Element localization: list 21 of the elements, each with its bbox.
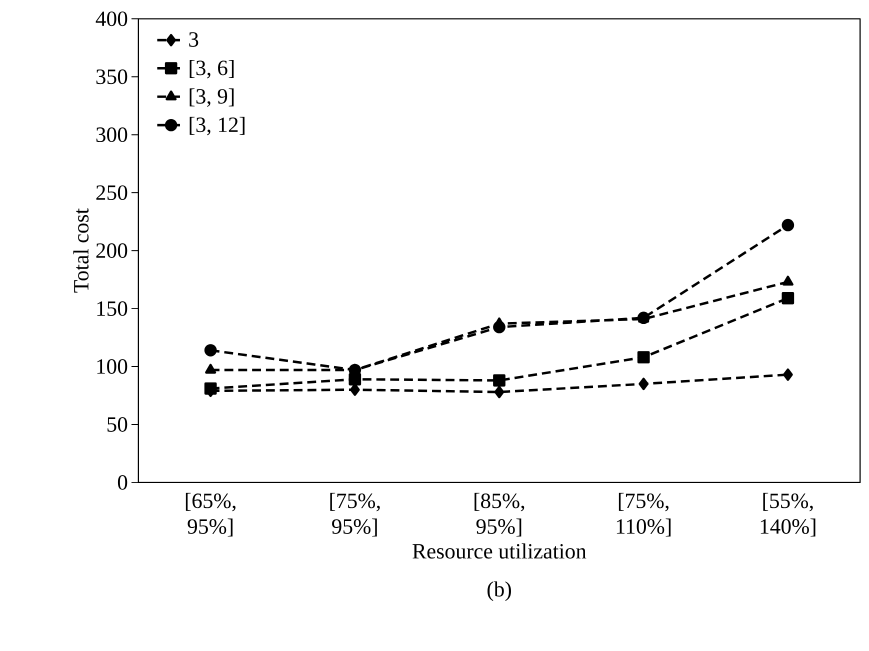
legend-label: [3, 6]: [190, 60, 234, 79]
text: (b): [488, 582, 511, 602]
y-axis-title: Total cost: [73, 208, 89, 293]
x-tick-label: [85%, 95%]: [474, 493, 524, 537]
y-tick-label: 0: [118, 475, 128, 490]
x-axis-title: Resource utilization: [412, 544, 586, 559]
x-tick-label: [75%, 95%]: [330, 493, 380, 537]
legend-label: [3, 9]: [190, 88, 234, 108]
y-tick-label: 300: [96, 128, 128, 142]
y-tick-label: 350: [96, 70, 128, 84]
y-tick-label: 100: [97, 359, 128, 374]
x-tick-label: [75%, 110%]: [616, 493, 671, 537]
y-tick-label: 200: [96, 244, 128, 258]
legend-label: [3, 12]: [190, 117, 244, 136]
y-tick-label: 250: [96, 186, 128, 200]
legend-label: 3: [189, 32, 198, 48]
y-tick-label: 50: [108, 417, 128, 432]
x-tick-label: [55%, 140%]: [760, 493, 816, 537]
y-tick-label: 400: [96, 12, 128, 26]
x-tick-label: [65%, 95%]: [186, 493, 236, 537]
y-tick-label: 150: [97, 301, 128, 316]
